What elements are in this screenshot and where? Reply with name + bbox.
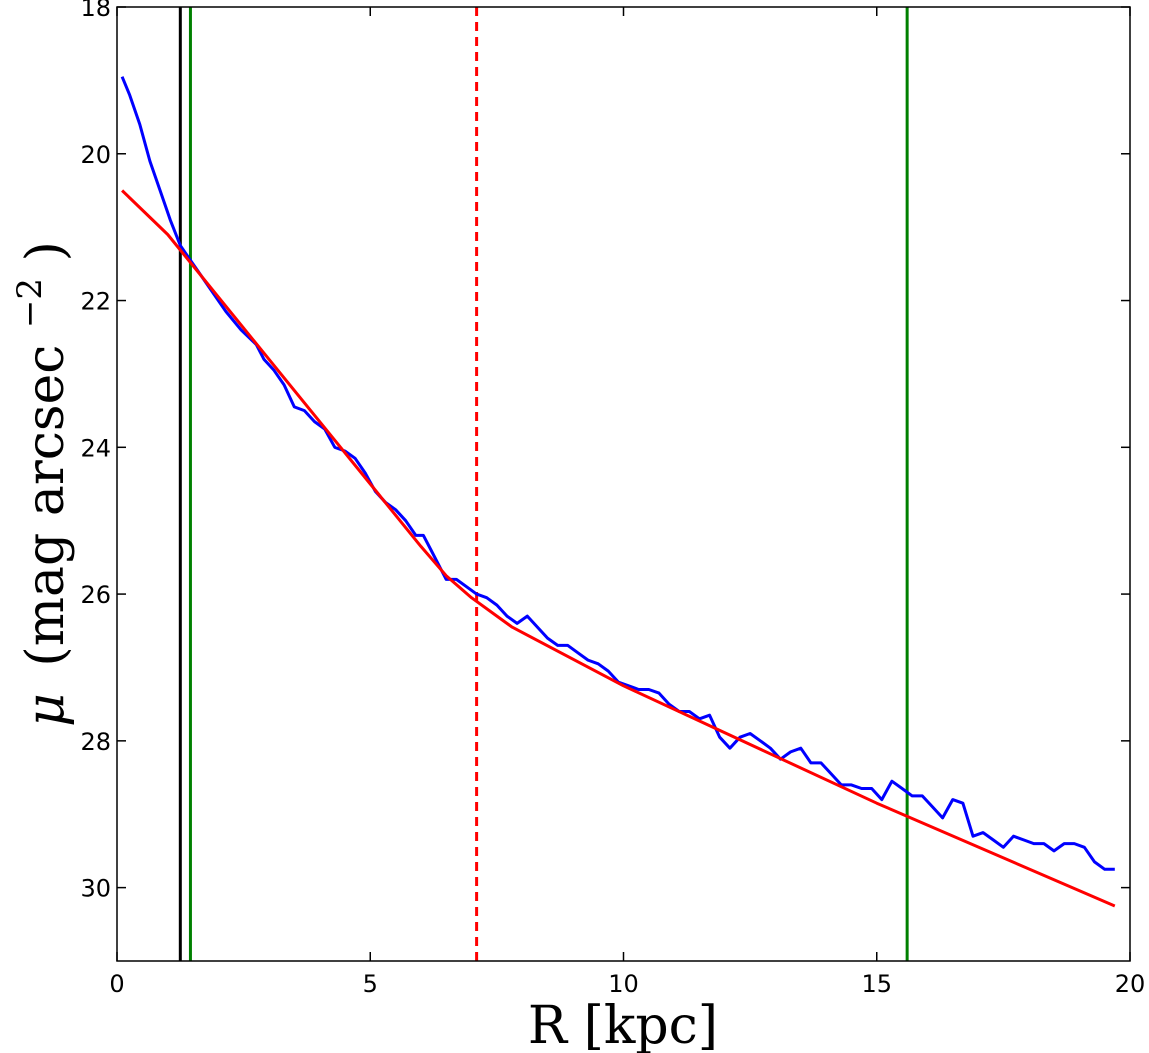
y-axis-exponent: −2 (10, 278, 50, 328)
y-tick-label: 20 (80, 141, 111, 169)
x-tick-label: 10 (608, 970, 639, 998)
y-axis-unit: (mag arcsec (16, 345, 76, 667)
y-axis-symbol: μ (16, 693, 76, 727)
y-tick-label: 26 (80, 581, 111, 609)
x-tick-label: 15 (861, 970, 892, 998)
series-line-1 (121, 189, 1116, 908)
x-axis-label: R [kpc] (528, 996, 718, 1053)
y-tick-label: 24 (80, 434, 111, 462)
y-tick-label: 22 (80, 288, 111, 316)
y-axis-close: ) (16, 241, 76, 261)
y-axis-label: μ (mag arcsec −2 ) (0, 241, 76, 727)
data-layer (120, 7, 1116, 961)
tick-layer: 0 5 10 15 20 18 20 22 24 26 28 30 (80, 0, 1145, 998)
x-tick-label: 5 (363, 970, 378, 998)
y-tick-label: 18 (80, 0, 111, 22)
x-tick-label: 0 (109, 970, 124, 998)
y-tick-label: 28 (80, 728, 111, 756)
x-tick-label: 20 (1115, 970, 1146, 998)
svg-text:μ (mag arcsec −2: μ (mag arcsec −2 ) (0, 241, 76, 727)
y-tick-label: 30 (80, 875, 111, 903)
